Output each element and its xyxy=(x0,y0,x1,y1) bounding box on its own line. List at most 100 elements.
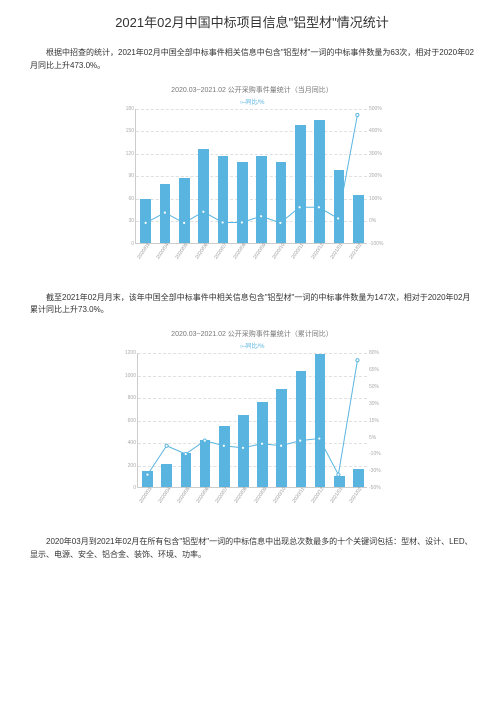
x-tick: 2021/01 xyxy=(329,486,344,504)
y-tick-left: 180 xyxy=(126,106,136,112)
y-tick-right: 200% xyxy=(367,173,382,179)
bar xyxy=(295,125,306,243)
gridline xyxy=(136,176,367,177)
gridline xyxy=(138,398,367,399)
bar xyxy=(257,402,268,488)
bar xyxy=(140,199,151,243)
paragraph-3: 2020年03月到2021年02月在所有包含"铝型材"一词的中标信息中出现总次数… xyxy=(30,536,474,562)
bar xyxy=(276,162,287,243)
paragraph-2: 截至2021年02月月末，该年中国全部中标事件中相关信息包含"铝型材"一词的中标… xyxy=(30,292,474,318)
y-tick-right: 300% xyxy=(367,151,382,157)
chart-1-block: 2020.03~2021.02 公开采购事件量统计（当月同比） 同比/% 0 30… xyxy=(30,85,474,272)
y-tick-right: 65% xyxy=(367,367,379,373)
bar xyxy=(237,162,248,242)
y-tick-right: -100% xyxy=(367,241,383,247)
y-tick-left: 30 xyxy=(128,218,136,224)
bar xyxy=(276,389,287,487)
y-tick-left: 60 xyxy=(128,196,136,202)
bar xyxy=(142,471,153,487)
bar xyxy=(256,156,267,243)
bar xyxy=(160,184,171,243)
x-tick: 2020/11 xyxy=(291,486,306,504)
gridline xyxy=(138,376,367,377)
chart-1-title: 2020.03~2021.02 公开采购事件量统计（当月同比） xyxy=(30,85,474,95)
x-tick: 2020/08 xyxy=(234,486,249,504)
y-tick-left: 800 xyxy=(128,395,138,401)
x-tick: 2020/05 xyxy=(176,486,191,504)
y-tick-right: 50% xyxy=(367,384,379,390)
plot-area: 020040060080010001200-50%-30%-10%5%15%30… xyxy=(137,353,367,488)
y-tick-right: -50% xyxy=(367,485,381,491)
y-tick-right: -10% xyxy=(367,451,381,457)
x-tick: 2020/03 xyxy=(136,242,151,260)
gridline xyxy=(138,443,367,444)
bar xyxy=(198,149,209,243)
x-tick: 2020/06 xyxy=(195,486,210,504)
y-tick-left: 0 xyxy=(133,485,138,491)
x-tick: 2020/03 xyxy=(138,486,153,504)
gridline xyxy=(136,199,367,200)
bar xyxy=(353,469,364,487)
bar xyxy=(161,464,172,488)
y-tick-left: 90 xyxy=(128,173,136,179)
chart-1-legend: 同比/% xyxy=(30,97,474,106)
y-tick-right: 100% xyxy=(367,196,382,202)
bar xyxy=(315,354,326,487)
gridline xyxy=(138,466,367,467)
page-title: 2021年02月中国中标项目信息"铝型材"情况统计 xyxy=(30,12,474,31)
chart-2-block: 2020.03~2021.02 公开采购事件量统计（累计同比） 同比/% 020… xyxy=(30,329,474,516)
bar xyxy=(219,426,230,487)
gridline xyxy=(136,221,367,222)
y-tick-left: 600 xyxy=(128,418,138,424)
x-tick: 2021/02 xyxy=(349,486,364,504)
y-tick-left: 1200 xyxy=(125,350,138,356)
bar xyxy=(238,415,249,487)
x-tick: 2020/10 xyxy=(272,486,287,504)
chart-2: 020040060080010001200-50%-30%-10%5%15%30… xyxy=(117,353,387,516)
bar xyxy=(200,440,211,487)
bar xyxy=(353,195,364,242)
x-tick: 2020/11 xyxy=(291,242,306,260)
y-tick-left: 150 xyxy=(126,128,136,134)
x-tick: 2020/09 xyxy=(253,486,268,504)
x-tick: 2020/05 xyxy=(175,242,190,260)
y-tick-right: 30% xyxy=(367,401,379,407)
paragraph-1: 根据中招查的统计，2021年02月中国全部中标事件相关信息中包含"铝型材"一词的… xyxy=(30,47,474,73)
x-tick: 2020/08 xyxy=(233,242,248,260)
y-tick-right: 500% xyxy=(367,106,382,112)
bar xyxy=(314,120,325,243)
x-tick: 2020/04 xyxy=(155,242,170,260)
x-tick: 2021/01 xyxy=(329,242,344,260)
x-tick: 2020/12 xyxy=(310,242,325,260)
y-tick-right: 400% xyxy=(367,128,382,134)
y-tick-left: 400 xyxy=(128,440,138,446)
bar xyxy=(334,170,345,243)
gridline xyxy=(136,109,367,110)
gridline xyxy=(138,353,367,354)
x-tick: 2020/07 xyxy=(214,486,229,504)
y-tick-left: 1000 xyxy=(125,373,138,379)
y-tick-right: -30% xyxy=(367,468,381,474)
y-tick-left: 0 xyxy=(131,241,136,247)
chart-2-legend: 同比/% xyxy=(30,341,474,350)
x-tick: 2021/02 xyxy=(349,242,364,260)
x-tick: 2020/07 xyxy=(213,242,228,260)
bar xyxy=(179,178,190,243)
y-tick-right: 15% xyxy=(367,418,379,424)
gridline xyxy=(138,421,367,422)
gridline xyxy=(136,154,367,155)
chart-2-title: 2020.03~2021.02 公开采购事件量统计（累计同比） xyxy=(30,329,474,339)
x-tick: 2020/09 xyxy=(252,242,267,260)
x-tick: 2020/12 xyxy=(310,486,325,504)
x-tick: 2020/04 xyxy=(157,486,172,504)
gridline xyxy=(136,131,367,132)
y-tick-left: 200 xyxy=(128,463,138,469)
y-tick-left: 120 xyxy=(126,151,136,157)
bar xyxy=(218,156,229,243)
y-tick-right: 80% xyxy=(367,350,379,356)
bar xyxy=(296,371,307,487)
bar xyxy=(181,453,192,487)
plot-area: 0306090120150180-100%0%100%200%300%400%5… xyxy=(135,109,367,244)
y-tick-right: 0% xyxy=(367,218,376,224)
chart-1: 0 30 60 90 120 150 180 -100% 0% 100% 200% 300% 400% 5… xyxy=(117,109,387,272)
